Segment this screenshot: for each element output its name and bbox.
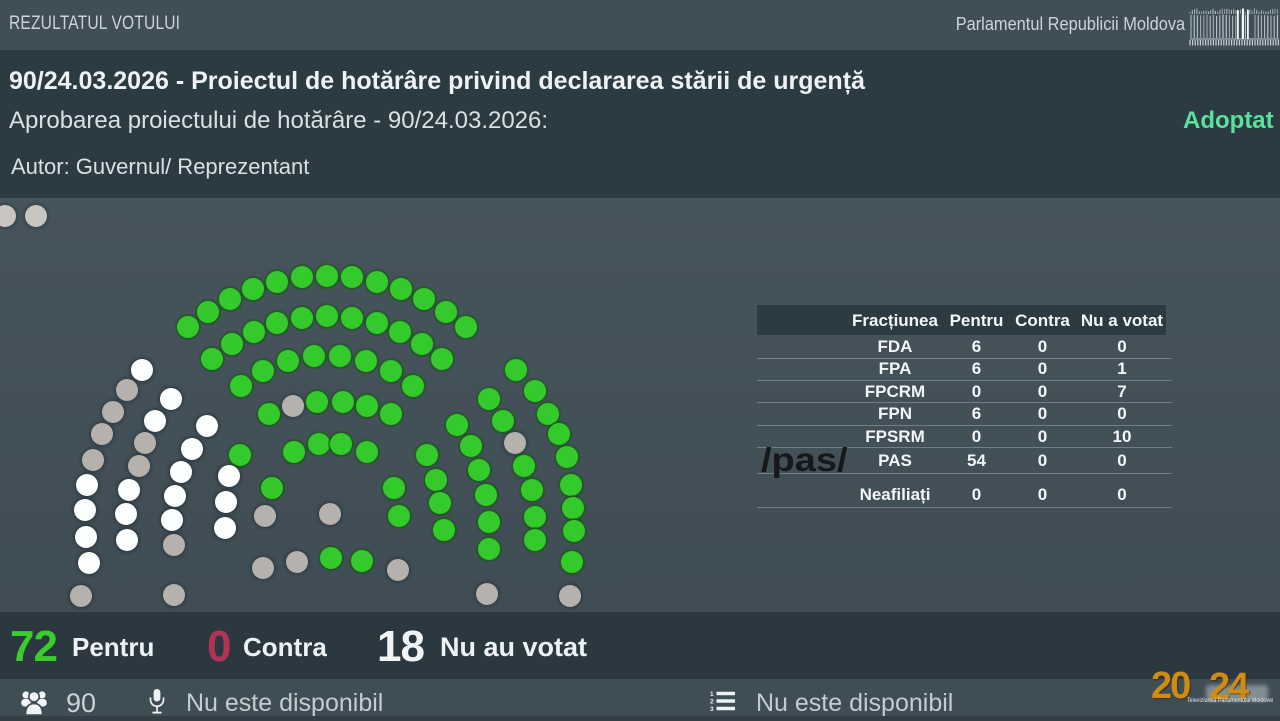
- svg-text:2: 2: [710, 699, 714, 706]
- svg-text:3: 3: [710, 706, 714, 712]
- svg-text:1: 1: [710, 691, 714, 698]
